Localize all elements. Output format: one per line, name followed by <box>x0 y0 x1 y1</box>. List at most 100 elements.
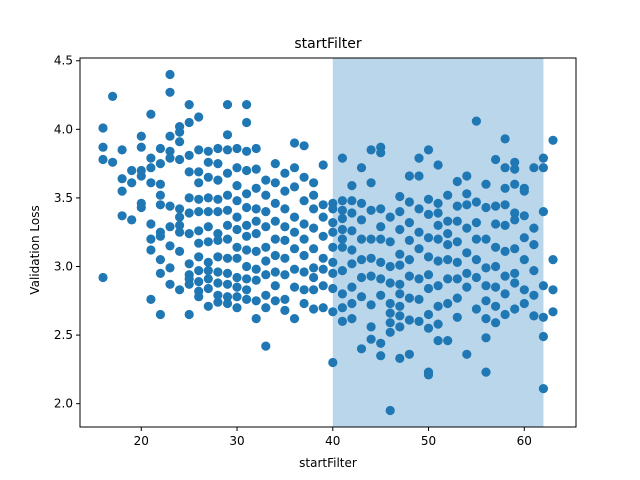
scatter-point <box>433 160 443 170</box>
scatter-point <box>222 190 233 200</box>
scatter-point <box>510 215 520 225</box>
scatter-point <box>146 294 156 304</box>
scatter-point <box>261 270 271 280</box>
scatter-point <box>500 134 510 144</box>
scatter-point <box>328 268 338 278</box>
scatter-point <box>184 309 194 320</box>
scatter-point <box>222 168 233 178</box>
scatter-point <box>203 207 213 217</box>
scatter-point <box>366 234 376 244</box>
scatter-point <box>232 292 242 302</box>
scatter-point <box>423 209 434 219</box>
scatter-point <box>366 205 376 215</box>
scatter-point <box>404 218 414 228</box>
scatter-point <box>232 253 242 263</box>
scatter-point <box>270 250 280 261</box>
scatter-point <box>452 201 462 211</box>
y-axis-ticks: 2.0 2.5 3.0 3.5 4.0 4.5 <box>54 54 80 411</box>
scatter-point <box>155 268 165 278</box>
scatter-point <box>395 289 405 299</box>
scatter-point <box>328 357 338 368</box>
scatter-point <box>318 200 328 210</box>
scatter-point <box>318 253 328 263</box>
scatter-point <box>213 229 223 239</box>
scatter-point <box>117 174 127 184</box>
scatter-point <box>242 245 252 255</box>
scatter-point <box>222 130 233 140</box>
scatter-point <box>261 175 271 185</box>
x-axis-title: startFilter <box>299 456 357 470</box>
scatter-point <box>194 238 204 248</box>
scatter-point <box>299 219 309 229</box>
scatter-point <box>538 163 549 173</box>
scatter-point <box>395 260 405 270</box>
x-tick-label: 60 <box>517 434 532 448</box>
scatter-point <box>213 278 223 288</box>
scatter-point <box>337 266 347 276</box>
scatter-point <box>194 252 204 262</box>
scatter-point <box>519 186 529 196</box>
scatter-point <box>309 244 319 254</box>
scatter-point <box>175 212 185 222</box>
scatter-point <box>404 315 414 325</box>
scatter-point <box>385 327 395 337</box>
scatter-point <box>165 241 175 251</box>
scatter-point <box>175 285 185 295</box>
scatter-point <box>242 231 252 241</box>
scatter-point <box>309 285 319 295</box>
scatter-point <box>510 304 520 314</box>
scatter-point <box>261 242 271 252</box>
scatter-point <box>194 145 204 155</box>
scatter-point <box>280 305 290 315</box>
scatter-point <box>385 212 395 222</box>
scatter-point <box>309 304 319 314</box>
scatter-point <box>481 179 491 189</box>
scatter-point <box>471 218 481 228</box>
scatter-point <box>251 296 261 306</box>
scatter-point <box>242 285 252 295</box>
scatter-point <box>299 285 309 295</box>
scatter-point <box>155 231 165 241</box>
scatter-point <box>184 208 194 218</box>
scatter-point <box>184 229 194 239</box>
scatter-point <box>376 204 386 214</box>
scatter-point <box>423 145 434 155</box>
scatter-point <box>510 208 520 218</box>
scatter-point <box>165 201 175 211</box>
scatter-point <box>395 311 405 321</box>
scatter-point <box>251 264 261 274</box>
scatter-point <box>194 207 204 217</box>
scatter-point <box>510 244 520 254</box>
scatter-point <box>491 301 501 311</box>
scatter-point <box>203 301 213 311</box>
scatter-point <box>222 145 233 155</box>
scatter-point <box>519 211 529 221</box>
scatter-point <box>347 245 357 255</box>
scatter-point <box>328 257 338 267</box>
scatter-point <box>328 307 338 317</box>
scatter-point <box>299 172 309 182</box>
scatter-point <box>414 153 424 163</box>
scatter-point <box>155 200 165 210</box>
scatter-point <box>519 233 529 243</box>
scatter-point <box>337 205 347 215</box>
scatter-point <box>385 261 395 272</box>
scatter-point <box>404 171 414 181</box>
scatter-point <box>175 127 185 137</box>
x-tick-label: 30 <box>229 434 244 448</box>
scatter-point <box>471 304 481 314</box>
scatter-point <box>242 220 252 230</box>
scatter-point <box>548 285 558 295</box>
scatter-point <box>175 246 185 256</box>
scatter-point <box>385 298 395 309</box>
scatter-point <box>222 234 233 244</box>
scatter-point <box>242 165 252 176</box>
scatter-point <box>203 157 213 167</box>
scatter-point <box>203 222 213 232</box>
scatter-point <box>471 255 481 265</box>
scatter-point <box>127 178 137 188</box>
scatter-point <box>414 274 424 284</box>
scatter-point <box>194 277 204 287</box>
scatter-point <box>433 198 443 208</box>
scatter-point <box>500 163 510 173</box>
